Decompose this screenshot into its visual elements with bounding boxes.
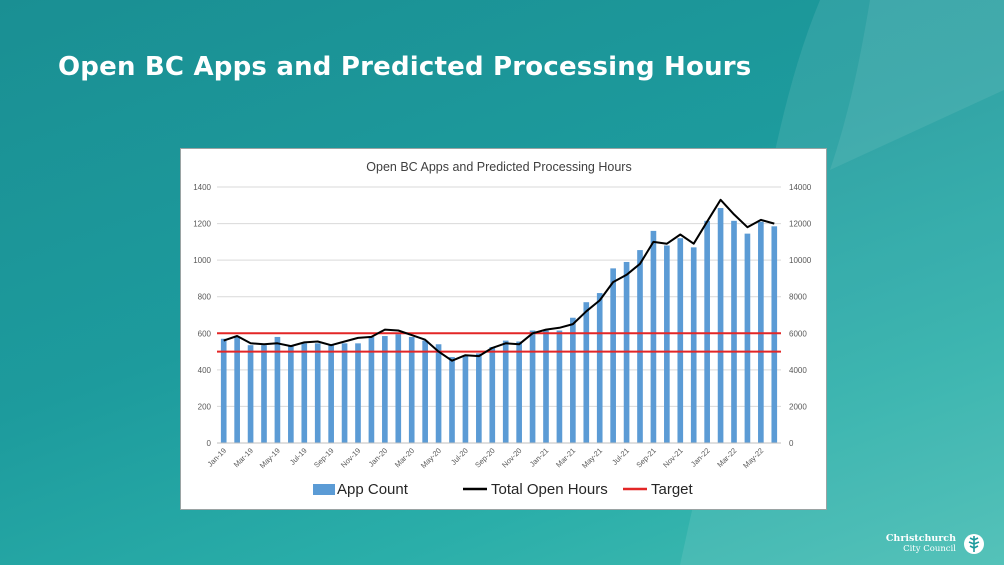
x-tick-label: Jan-22 xyxy=(689,446,712,469)
combo-chart: Open BC Apps and Predicted Processing Ho… xyxy=(193,160,812,498)
bar xyxy=(664,245,670,443)
y-left-tick-label: 800 xyxy=(198,293,212,302)
x-tick-label: Sep-19 xyxy=(312,446,335,469)
x-tick-label: May-21 xyxy=(580,446,604,470)
legend-swatch-bar xyxy=(313,484,335,495)
y-left-tick-label: 0 xyxy=(207,439,212,448)
x-tick-label: Mar-21 xyxy=(554,446,577,469)
bar xyxy=(462,355,469,443)
y-left-tick-label: 200 xyxy=(198,402,212,411)
bar xyxy=(744,233,751,443)
x-tick-label: Jan-19 xyxy=(206,446,229,469)
chart-title: Open BC Apps and Predicted Processing Ho… xyxy=(366,160,631,174)
bar xyxy=(449,357,455,443)
y-right-tick-label: 14000 xyxy=(789,183,812,192)
bar xyxy=(690,247,697,443)
y-right-tick-label: 10000 xyxy=(789,256,812,265)
bar xyxy=(610,268,616,443)
bar xyxy=(502,340,509,443)
bar xyxy=(288,345,294,443)
y-right-tick-label: 12000 xyxy=(789,220,812,229)
logo-line2: City Council xyxy=(903,544,956,554)
x-tick-label: May-20 xyxy=(419,446,443,470)
bar xyxy=(395,334,402,443)
x-tick-label: Jan-21 xyxy=(528,446,551,469)
bar xyxy=(435,344,442,443)
bar xyxy=(341,343,348,443)
bar xyxy=(516,341,522,443)
bar xyxy=(677,238,684,443)
x-tick-label: Mar-19 xyxy=(232,446,255,469)
bar xyxy=(274,336,281,443)
y-right-tick-label: 2000 xyxy=(789,402,807,411)
bar xyxy=(234,336,240,443)
y-left-tick-label: 400 xyxy=(198,366,212,375)
y-right-tick-label: 0 xyxy=(789,439,794,448)
bar xyxy=(717,208,724,443)
bar xyxy=(422,340,428,443)
slide-title: Open BC Apps and Predicted Processing Ho… xyxy=(58,52,752,82)
legend-label: Target xyxy=(651,481,694,498)
bar xyxy=(328,344,334,443)
x-tick-label: Nov-20 xyxy=(500,446,523,469)
bar xyxy=(489,347,496,443)
y-right-tick-label: 6000 xyxy=(789,329,807,338)
bar xyxy=(220,338,227,443)
legend-label: App Count xyxy=(337,481,409,498)
x-tick-label: Jan-20 xyxy=(367,446,390,469)
x-tick-label: Jul-19 xyxy=(288,446,309,467)
bar xyxy=(476,353,482,443)
chart-container: Open BC Apps and Predicted Processing Ho… xyxy=(180,148,827,510)
bar xyxy=(355,343,361,443)
bar xyxy=(570,317,576,443)
bar xyxy=(771,226,778,443)
y-left-tick-label: 1000 xyxy=(193,256,211,265)
series-line xyxy=(223,198,775,362)
y-left-tick-label: 600 xyxy=(198,329,212,338)
y-right-tick-label: 4000 xyxy=(789,366,807,375)
bar xyxy=(731,220,737,443)
bar xyxy=(301,343,308,443)
x-tick-label: May-19 xyxy=(258,446,282,470)
legend-label: Total Open Hours xyxy=(491,481,608,498)
fern-leaf-icon xyxy=(964,534,984,554)
bar xyxy=(408,336,415,443)
bar xyxy=(704,220,710,443)
council-logo: Christchurch City Council xyxy=(886,533,986,555)
x-tick-label: Sep-21 xyxy=(634,446,657,469)
bar xyxy=(583,302,590,443)
x-tick-label: May-22 xyxy=(741,446,765,470)
x-tick-label: Nov-19 xyxy=(339,446,362,469)
x-tick-label: Nov-21 xyxy=(661,446,684,469)
bar xyxy=(247,345,254,443)
bar xyxy=(596,293,603,443)
x-tick-label: Jul-21 xyxy=(610,446,631,467)
bar xyxy=(382,336,388,443)
y-right-tick-label: 8000 xyxy=(789,293,807,302)
bar xyxy=(529,330,536,443)
bar xyxy=(314,343,321,443)
logo-line1: Christchurch xyxy=(885,533,956,544)
x-tick-label: Sep-20 xyxy=(473,446,496,469)
bar xyxy=(637,250,643,443)
x-tick-label: Mar-20 xyxy=(393,446,416,469)
y-left-tick-label: 1200 xyxy=(193,220,211,229)
y-left-tick-label: 1400 xyxy=(193,183,211,192)
bar xyxy=(261,345,267,443)
bar xyxy=(556,330,563,443)
x-tick-label: Mar-22 xyxy=(715,446,738,469)
bar xyxy=(368,336,375,443)
bar xyxy=(650,230,657,443)
x-tick-label: Jul-20 xyxy=(449,446,470,467)
bar xyxy=(543,330,549,443)
